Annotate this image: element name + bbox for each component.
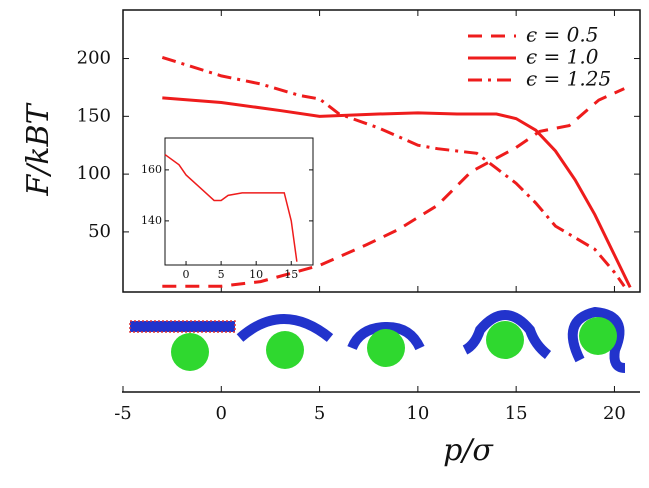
particle <box>367 329 405 367</box>
particle <box>266 331 304 369</box>
particle <box>486 321 524 359</box>
membrane <box>567 306 626 373</box>
membrane <box>236 314 334 342</box>
x-tick-label: -5 <box>114 403 132 424</box>
y-tick-label: 50 <box>88 221 111 242</box>
y-tick-label: 140 <box>141 214 162 227</box>
series-line <box>161 55 626 288</box>
y-tick-label: 160 <box>141 163 162 176</box>
x-tick-label: 0 <box>216 403 227 424</box>
x-axis-label: p/σ <box>443 433 494 468</box>
x-tick-label: 10 <box>249 268 263 281</box>
snapshots <box>129 306 626 373</box>
x-tick-label: 0 <box>183 268 190 281</box>
particle <box>579 317 617 355</box>
particle <box>171 333 209 371</box>
x-tick-label: 5 <box>218 268 225 281</box>
legend-label: ϵ = 1.25 <box>526 67 611 91</box>
y-tick-label: 100 <box>77 163 111 184</box>
y-axis-label: F/kBT <box>21 102 56 196</box>
series-line <box>164 153 298 262</box>
legend-label: ϵ = 0.5 <box>526 23 598 47</box>
y-tick-label: 200 <box>77 48 111 69</box>
plot-frame <box>122 9 641 293</box>
series-line <box>162 96 632 289</box>
x-tick-label: 20 <box>603 403 626 424</box>
legend-label: ϵ = 1.0 <box>526 45 599 69</box>
y-tick-label: 150 <box>77 105 111 126</box>
series-line <box>162 87 625 288</box>
x-tick-label: 5 <box>314 403 325 424</box>
x-tick-label: 10 <box>406 403 429 424</box>
inset-frame <box>164 137 314 266</box>
membrane <box>462 310 552 359</box>
x-tick-label: 15 <box>284 268 298 281</box>
x-tick-label: 15 <box>505 403 528 424</box>
membrane <box>347 321 425 351</box>
membrane <box>129 320 236 333</box>
